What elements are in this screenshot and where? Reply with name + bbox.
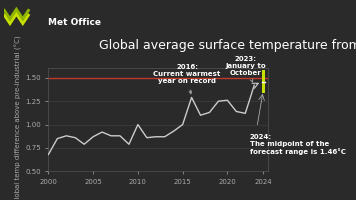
- Y-axis label: Global temp difference above pre-industrial (°C): Global temp difference above pre-industr…: [15, 36, 22, 200]
- FancyBboxPatch shape: [4, 2, 25, 26]
- Text: 2023:
January to
October: 2023: January to October: [225, 56, 266, 82]
- Text: Met Office: Met Office: [48, 18, 101, 27]
- Bar: [262, 70, 265, 93]
- Text: Global average surface temperature from 2000: Global average surface temperature from …: [99, 39, 356, 52]
- Text: 2016:
Current warmest
year on record: 2016: Current warmest year on record: [153, 64, 221, 94]
- Text: 2024:
The midpoint of the
forecast range is 1.46°C: 2024: The midpoint of the forecast range…: [250, 134, 346, 155]
